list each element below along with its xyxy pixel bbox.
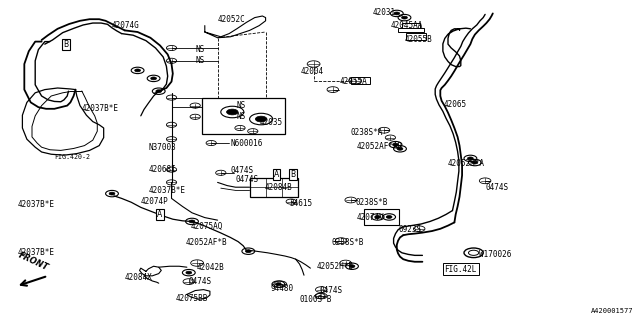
Text: 42075AQ: 42075AQ (191, 222, 223, 231)
Circle shape (387, 216, 392, 218)
Circle shape (467, 157, 474, 160)
Text: 34615: 34615 (289, 199, 312, 208)
Text: A: A (157, 210, 163, 219)
Text: 42084B: 42084B (264, 183, 292, 192)
Text: 42084X: 42084X (125, 273, 152, 282)
Circle shape (397, 147, 403, 150)
Circle shape (156, 90, 161, 93)
Circle shape (186, 271, 192, 274)
Text: 0100S*B: 0100S*B (300, 295, 332, 304)
Text: B: B (63, 40, 68, 49)
Text: FIG.42L: FIG.42L (445, 265, 477, 274)
Bar (351, 77, 370, 84)
Circle shape (227, 109, 238, 115)
Text: 0474S: 0474S (485, 183, 508, 192)
Bar (402, 23, 420, 29)
Text: 42052AF*B: 42052AF*B (186, 238, 227, 247)
Text: 42037B*E: 42037B*E (82, 104, 119, 113)
Text: 42052H*A: 42052H*A (448, 159, 485, 168)
Text: 0474S: 0474S (236, 175, 259, 184)
Circle shape (109, 192, 115, 195)
Text: NS: NS (195, 45, 204, 54)
Text: A420001577: A420001577 (591, 308, 634, 314)
Text: 42004: 42004 (301, 68, 324, 76)
Bar (406, 33, 426, 40)
Text: 42074P: 42074P (141, 197, 168, 206)
Text: 42037B*E: 42037B*E (18, 200, 55, 209)
Circle shape (246, 250, 252, 253)
Text: 0238S*A: 0238S*A (351, 128, 383, 137)
Circle shape (375, 216, 380, 218)
Text: 42035: 42035 (259, 118, 282, 127)
Bar (250, 178, 298, 197)
Circle shape (402, 16, 408, 19)
Text: 42037B*E: 42037B*E (148, 186, 186, 195)
Text: NS: NS (237, 112, 246, 121)
Text: 94480: 94480 (270, 284, 293, 293)
Text: B: B (291, 170, 296, 179)
Text: 42037B*E: 42037B*E (18, 248, 55, 257)
Text: 42031: 42031 (372, 8, 396, 17)
Text: 42052AF*AR: 42052AF*AR (357, 142, 403, 151)
Text: 42068I: 42068I (148, 165, 176, 174)
Text: 0474S: 0474S (189, 277, 212, 286)
Text: 0474S: 0474S (320, 286, 343, 295)
Bar (398, 28, 424, 32)
Circle shape (189, 220, 195, 223)
Text: NS: NS (237, 101, 246, 110)
Text: FIG.420-2: FIG.420-2 (54, 154, 90, 160)
Circle shape (393, 143, 398, 146)
Text: 42052H*B: 42052H*B (317, 262, 354, 271)
Circle shape (394, 12, 400, 15)
Bar (364, 209, 399, 225)
Text: 0923S: 0923S (398, 225, 421, 234)
Text: FRONT: FRONT (17, 250, 50, 272)
Circle shape (255, 116, 267, 122)
Text: 0474S: 0474S (230, 166, 253, 175)
Text: 42045AA: 42045AA (390, 21, 423, 30)
Circle shape (275, 283, 282, 285)
Text: NS: NS (195, 56, 204, 65)
Text: 0238S*B: 0238S*B (355, 198, 388, 207)
Bar (202, 98, 285, 134)
Text: 42074V: 42074V (357, 213, 385, 222)
Text: A: A (274, 170, 279, 179)
Text: N600016: N600016 (230, 139, 263, 148)
Circle shape (151, 77, 156, 80)
Text: N37003: N37003 (148, 143, 176, 152)
Text: W170026: W170026 (479, 250, 511, 259)
Text: 42074G: 42074G (112, 21, 140, 30)
Circle shape (472, 161, 477, 164)
Text: 42052C: 42052C (218, 15, 245, 24)
Text: 42065: 42065 (444, 100, 467, 109)
Text: 42075BB: 42075BB (176, 294, 209, 303)
Text: 0238S*B: 0238S*B (332, 238, 364, 247)
Circle shape (349, 265, 355, 268)
Circle shape (135, 69, 141, 72)
Text: 42055A: 42055A (339, 77, 367, 86)
Text: 42042B: 42042B (197, 263, 225, 272)
Text: 42055B: 42055B (405, 35, 433, 44)
